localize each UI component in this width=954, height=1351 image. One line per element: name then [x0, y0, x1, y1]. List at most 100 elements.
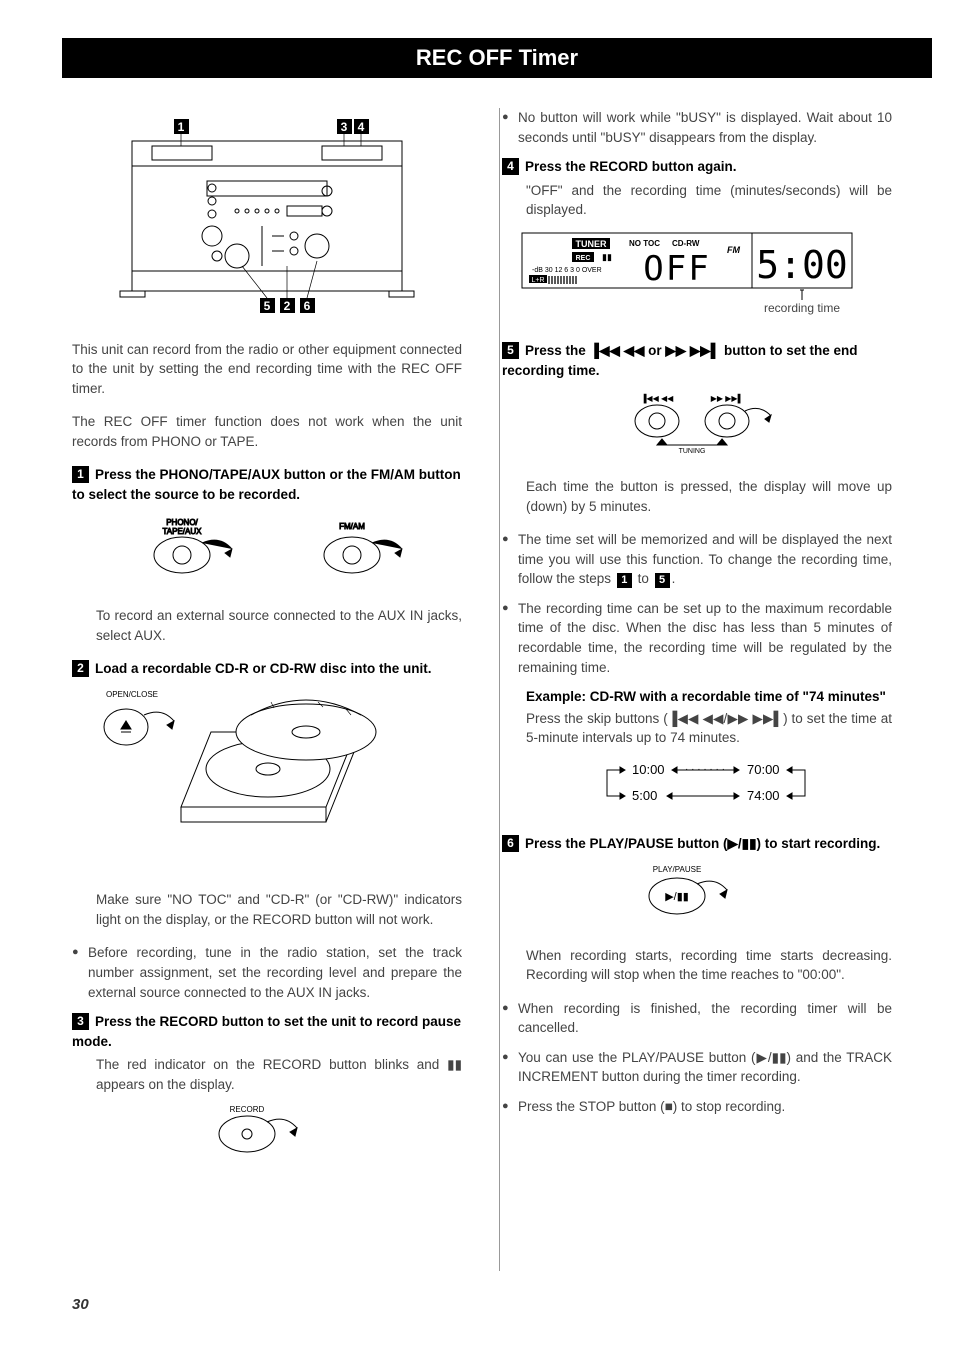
step-3: 3Press the RECORD button to set the unit… [72, 1012, 462, 1163]
svg-text:REC: REC [576, 255, 591, 262]
skip-fwd-glyph: ▶▶ ▶▶▌ [665, 343, 720, 358]
bullet-dot: ● [72, 943, 88, 1002]
step4-heading: Press the RECORD button again. [525, 159, 737, 174]
svg-text:4: 4 [358, 120, 365, 134]
step-4: 4 Press the RECORD button again. "OFF" an… [502, 157, 892, 323]
right-bullet-6c: ● Press the STOP button (■) to stop reco… [502, 1097, 892, 1117]
right-bullet-6b-text: You can use the PLAY/PAUSE button (▶/▮▮)… [518, 1048, 892, 1087]
step6-body: When recording starts, recording time st… [526, 946, 892, 985]
step3-body: The red indicator on the RECORD button b… [96, 1055, 462, 1094]
page-header-band: REC OFF Timer [62, 38, 932, 78]
right-bullet-5b: ● The recording time can be set up to th… [502, 599, 892, 677]
intro-text-1: This unit can record from the radio or o… [72, 340, 462, 399]
bullet-dot: ● [502, 1048, 518, 1087]
svg-text:6: 6 [304, 299, 311, 313]
step-badge-6: 6 [502, 835, 519, 852]
svg-text:RECORD: RECORD [230, 1105, 265, 1114]
step-badge-5: 5 [502, 342, 519, 359]
svg-text:5: 5 [264, 299, 271, 313]
step6-heading: Press the PLAY/PAUSE button (▶/▮▮) to st… [525, 836, 880, 851]
bullet-dot: ● [502, 108, 518, 147]
svg-text:CD-RW: CD-RW [672, 239, 700, 248]
svg-text:70:00: 70:00 [747, 762, 780, 777]
step1-heading: Press the PHONO/TAPE/AUX button or the F… [72, 467, 461, 502]
right-bullet-6a: ● When recording is finished, the record… [502, 999, 892, 1038]
svg-text:10:00: 10:00 [632, 762, 665, 777]
right-bullet-5a-text: The time set will be memorized and will … [518, 530, 892, 589]
svg-text:recording time: recording time [764, 301, 840, 315]
intro-text-2: The REC OFF timer function does not work… [72, 412, 462, 451]
step-1: 1Press the PHONO/TAPE/AUX button or the … [72, 465, 462, 645]
svg-text:OPEN/CLOSE: OPEN/CLOSE [106, 690, 158, 699]
inline-badge-1: 1 [617, 573, 632, 588]
svg-text:1: 1 [178, 120, 185, 134]
step-badge-1: 1 [72, 466, 89, 483]
right-bullet-6b: ● You can use the PLAY/PAUSE button (▶/▮… [502, 1048, 892, 1087]
step3-heading: Press the RECORD button to set the unit … [72, 1014, 461, 1049]
step2-heading: Load a recordable CD-R or CD-RW disc int… [95, 661, 432, 676]
svg-text:74:00: 74:00 [747, 788, 780, 803]
step-badge-4: 4 [502, 158, 519, 175]
unit-diagram: 1 3 4 5 2 6 [72, 116, 462, 322]
step2-body: Make sure "NO TOC" and "CD-R" (or "CD-RW… [96, 890, 462, 929]
page-number: 30 [72, 1296, 89, 1313]
display-illustration: TUNER NO TOC CD-RW FM REC ▮▮ -dB 30 12 6… [502, 228, 892, 324]
bullet-dot: ● [502, 599, 518, 677]
step5-heading-a: Press the [525, 343, 590, 358]
svg-text:OFF: OFF [643, 249, 710, 289]
right-bullet-6c-text: Press the STOP button (■) to stop record… [518, 1097, 892, 1117]
svg-text:FM/AM: FM/AM [339, 522, 365, 531]
svg-text:▶▶ ▶▶▌: ▶▶ ▶▶▌ [711, 393, 744, 404]
svg-text:2: 2 [284, 299, 291, 313]
svg-text:-dB 30 12 6 3 0 OVER: -dB 30 12 6 3 0 OVER [532, 267, 602, 274]
step-6: 6 Press the PLAY/PAUSE button (▶/▮▮) to s… [502, 834, 892, 984]
svg-text:PHONO/: PHONO/ [166, 518, 198, 527]
svg-text:FM: FM [727, 245, 740, 255]
step-badge-2: 2 [72, 660, 89, 677]
step2-illustration: OPEN/CLOSE [96, 687, 462, 873]
bullet-dot: ● [502, 1097, 518, 1117]
bullet5a-text-a: The time set will be memorized and will … [518, 532, 892, 586]
bullet-dot: ● [502, 530, 518, 589]
bullet5a-text-b: to [634, 571, 653, 586]
right-column: ● No button will work while "bUSY" is di… [502, 108, 892, 1181]
step1-buttons-illustration: PHONO/ TAPE/AUX FM/AM [72, 513, 462, 589]
svg-text:▮▮: ▮▮ [602, 252, 612, 262]
svg-text:5:00: 5:00 [756, 243, 848, 287]
right-bullet-top: ● No button will work while "bUSY" is di… [502, 108, 892, 147]
left-bullet-1: ● Before recording, tune in the radio st… [72, 943, 462, 1002]
play-pause-illustration: PLAY/PAUSE ▶/▮▮ [502, 862, 892, 928]
right-bullet-top-text: No button will work while "bUSY" is disp… [518, 108, 892, 147]
step-badge-3: 3 [72, 1013, 89, 1030]
svg-text:TAPE/AUX: TAPE/AUX [163, 527, 203, 536]
right-bullet-6a-text: When recording is finished, the recordin… [518, 999, 892, 1038]
bullet-dot: ● [502, 999, 518, 1038]
step3-illustration: RECORD [72, 1102, 462, 1163]
page-title: REC OFF Timer [416, 45, 578, 70]
step-5: 5Press the ▐◀◀ ◀◀ or ▶▶ ▶▶▌ button to se… [502, 341, 892, 516]
svg-text:▶/▮▮: ▶/▮▮ [665, 891, 689, 903]
example-body: Press the skip buttons (▐◀◀ ◀◀/▶▶ ▶▶▌) t… [526, 709, 892, 748]
svg-text:▐◀◀ ◀◀: ▐◀◀ ◀◀ [641, 393, 674, 404]
svg-text:PLAY/PAUSE: PLAY/PAUSE [653, 865, 702, 874]
example-heading: Example: CD-RW with a recordable time of… [526, 687, 892, 707]
step1-body: To record an external source connected t… [96, 606, 462, 645]
left-bullet-1-text: Before recording, tune in the radio stat… [88, 943, 462, 1002]
right-bullet-5a: ● The time set will be memorized and wil… [502, 530, 892, 589]
content-columns: 1 3 4 5 2 6 This unit can record from th… [72, 108, 892, 1181]
left-column: 1 3 4 5 2 6 This unit can record from th… [72, 108, 462, 1181]
tuning-buttons-illustration: ▐◀◀ ◀◀ ▶▶ ▶▶▌ TUNING [502, 389, 892, 460]
step4-body: "OFF" and the recording time (minutes/se… [526, 181, 892, 220]
step5-body1: Each time the button is pressed, the dis… [526, 477, 892, 516]
svg-text:· · · · · · ·: · · · · · · · [685, 764, 725, 775]
svg-text:L+R: L+R [531, 277, 544, 284]
step-2: 2 Load a recordable CD-R or CD-RW disc in… [72, 659, 462, 929]
svg-text:3: 3 [341, 120, 348, 134]
svg-text:5:00: 5:00 [632, 788, 657, 803]
skip-back-glyph: ▐◀◀ ◀◀ [590, 343, 645, 358]
svg-text:TUNING: TUNING [679, 448, 706, 454]
svg-text:TUNER: TUNER [576, 239, 607, 249]
bullet5a-text-c: . [672, 571, 676, 586]
step5-heading-b: or [644, 343, 665, 358]
svg-text:NO TOC: NO TOC [629, 239, 660, 248]
